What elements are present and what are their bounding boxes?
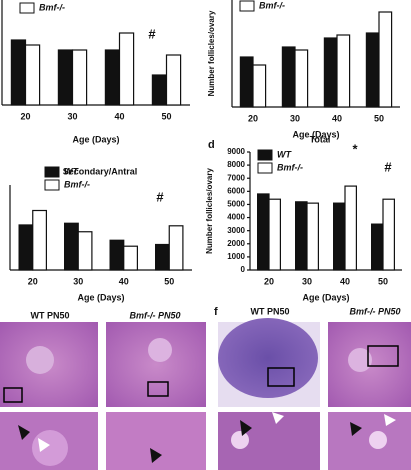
x-tick-label: 50 (164, 276, 174, 286)
x-tick-label: 40 (119, 276, 129, 286)
bar (365, 32, 380, 108)
y-tick-label: 3000 (227, 226, 245, 235)
y-tick-label: 7000 (227, 173, 245, 182)
x-axis-label: Age (Days) (72, 134, 119, 144)
legend-label: Bmf-/- (259, 0, 285, 10)
bar (109, 239, 125, 271)
annotation: # (148, 26, 156, 41)
bar (295, 201, 308, 271)
x-tick-label: 30 (67, 111, 77, 121)
bar (239, 56, 254, 108)
panel-label: d (208, 139, 215, 151)
bar (24, 44, 41, 106)
legend-swatch (44, 166, 60, 178)
bar (336, 34, 351, 108)
bar (294, 49, 309, 108)
x-tick-label: 50 (161, 111, 171, 121)
bar (118, 32, 135, 106)
legend-label: WT (64, 166, 79, 176)
bar (257, 193, 270, 271)
chart-title: Total (310, 134, 331, 144)
y-tick-label: 0 (241, 265, 246, 274)
image-label: WT PN50 (30, 310, 69, 320)
x-axis-label: Age (Days) (292, 129, 339, 139)
y-tick-label: 2000 (227, 239, 245, 248)
y-tick-label: 9000 (227, 147, 245, 156)
x-tick-label: 30 (302, 276, 312, 286)
x-tick-label: 20 (28, 276, 38, 286)
bar (333, 202, 346, 271)
x-tick-label: 50 (374, 113, 384, 123)
annotation: # (156, 189, 164, 204)
bar (281, 46, 296, 108)
x-tick-label: 40 (114, 111, 124, 121)
bar (151, 74, 168, 106)
image-label: Bmf-/- PN50 (349, 306, 400, 316)
bar (306, 202, 319, 271)
bar (10, 39, 27, 106)
y-tick-label: 8000 (227, 160, 245, 169)
x-tick-label: 20 (20, 111, 30, 121)
bar (378, 11, 393, 108)
annotation: * (352, 141, 358, 156)
bar (382, 198, 395, 271)
x-tick-label: 30 (73, 276, 83, 286)
bar (77, 231, 93, 271)
bar (371, 223, 384, 271)
y-axis-label: Number follicles/ovary (205, 168, 214, 254)
bar (252, 64, 267, 108)
y-tick-label: 4000 (227, 213, 245, 222)
x-tick-label: 40 (340, 276, 350, 286)
bar (323, 37, 338, 108)
legend-label: WT (277, 149, 292, 159)
bar (123, 245, 138, 271)
bar (71, 49, 88, 106)
legend-swatch (44, 179, 60, 191)
bar (165, 54, 182, 106)
legend-swatch (257, 149, 273, 161)
bar (268, 198, 281, 271)
bar (18, 224, 34, 271)
legend-swatch (19, 2, 35, 14)
bar (57, 49, 74, 106)
y-axis-label: Number follicles/ovary (207, 10, 216, 96)
x-tick-label: 20 (264, 276, 274, 286)
panel-label: f (214, 306, 218, 318)
bar (104, 49, 121, 106)
x-tick-label: 20 (248, 113, 258, 123)
legend-label: Bmf-/- (39, 2, 65, 12)
x-tick-label: 40 (332, 113, 342, 123)
x-axis-label: Age (Days) (77, 292, 124, 302)
bar (344, 185, 357, 271)
legend-swatch (257, 162, 273, 174)
legend-label: Bmf-/- (64, 179, 90, 189)
y-tick-label: 5000 (227, 200, 245, 209)
x-tick-label: 50 (378, 276, 388, 286)
image-label: WT PN50 (250, 306, 289, 316)
bar (32, 209, 47, 271)
x-tick-label: 30 (290, 113, 300, 123)
chart-title: Secondary/Antral (63, 166, 138, 176)
legend-swatch (239, 0, 255, 12)
annotation: # (384, 159, 392, 174)
y-tick-label: 1000 (227, 252, 245, 261)
x-axis-label: Age (Days) (302, 292, 349, 302)
histology (0, 318, 411, 470)
image-label: Bmf-/- PN50 (129, 310, 180, 320)
legend-label: Bmf-/- (277, 162, 303, 172)
bar (63, 222, 79, 271)
y-tick-label: 6000 (227, 186, 245, 195)
bar (168, 225, 184, 271)
bar (155, 243, 170, 271)
